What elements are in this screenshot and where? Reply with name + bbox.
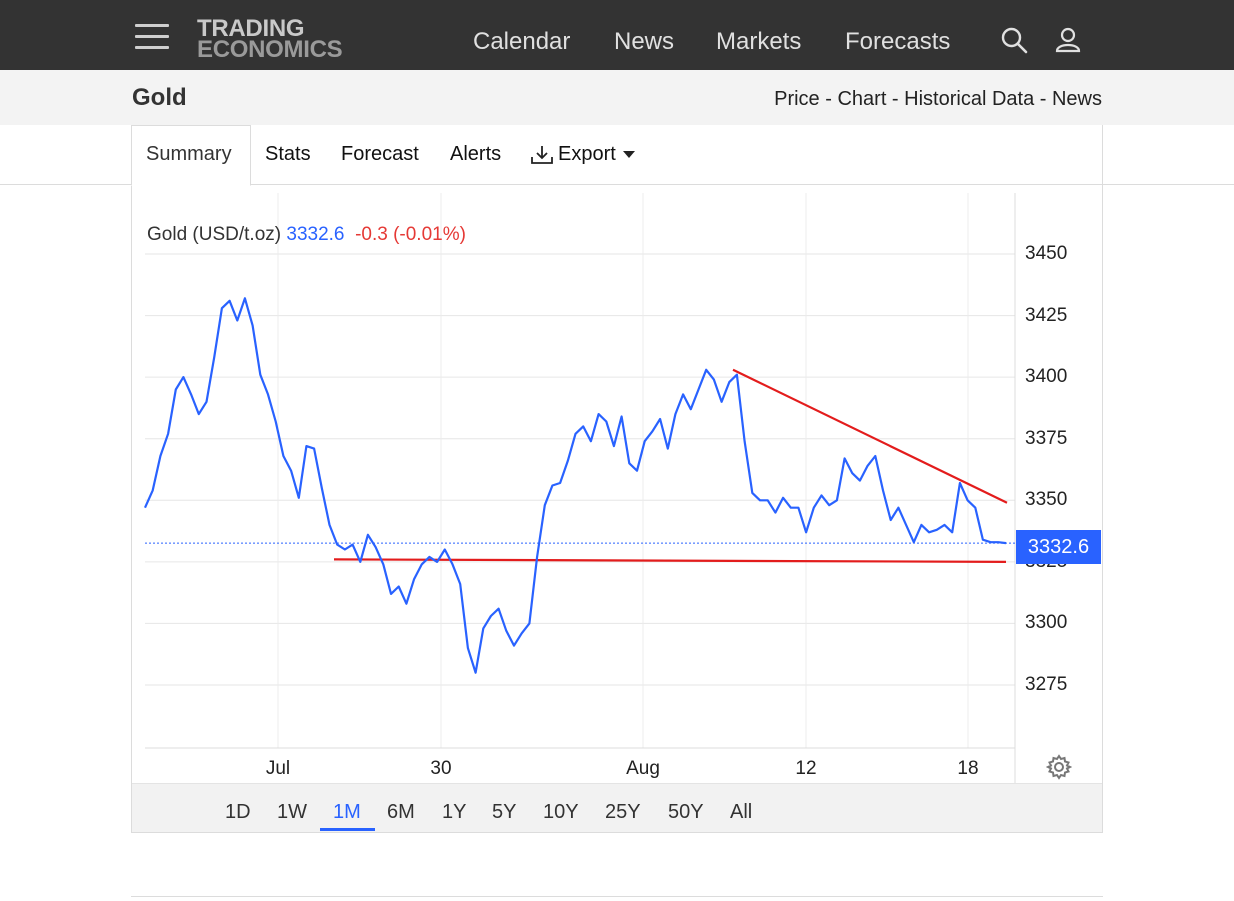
y-tick-label: 3350 — [1025, 489, 1068, 511]
gold-price-series — [143, 297, 1007, 674]
last-price-tag: 3332.6 — [1016, 530, 1101, 564]
next-section-divider — [131, 896, 1103, 897]
instrument-header — [0, 70, 1234, 125]
legend-change: -0.3 (-0.01%) — [355, 224, 466, 245]
tab-stats[interactable]: Stats — [265, 143, 311, 165]
chart-legend: Gold (USD/t.oz) 3332.6 -0.3 (-0.01%) — [147, 224, 466, 246]
page-title: Gold — [132, 84, 187, 111]
legend-series-name: Gold (USD/t.oz) — [147, 224, 282, 245]
legend-price: 3332.6 — [286, 224, 345, 245]
logo-line-1: TRADING — [197, 15, 305, 42]
site-logo[interactable]: TRADING ECONOMICS — [197, 15, 343, 63]
link-separator: - — [886, 88, 905, 110]
range-10y[interactable]: 10Y — [543, 801, 579, 823]
y-tick-label: 3275 — [1025, 674, 1068, 695]
section-links: Price - Chart - Historical Data - News — [774, 88, 1102, 111]
tab-forecast[interactable]: Forecast — [341, 143, 419, 165]
y-tick-label: 3400 — [1025, 366, 1068, 388]
x-tick-label: 18 — [957, 758, 979, 779]
chart-grid — [145, 193, 1016, 783]
y-tick-label: 3300 — [1025, 612, 1068, 634]
range-1y[interactable]: 1Y — [442, 801, 467, 823]
link-historical-data[interactable]: Historical Data — [904, 88, 1035, 110]
user-icon[interactable] — [1054, 26, 1082, 54]
tab-alerts[interactable]: Alerts — [450, 143, 502, 165]
top-navigation-bar — [0, 0, 1234, 70]
link-separator: - — [819, 88, 838, 110]
range-1m[interactable]: 1M — [333, 801, 361, 823]
range-1w[interactable]: 1W — [277, 801, 307, 823]
range-50y[interactable]: 50Y — [668, 801, 704, 823]
x-tick-label: 30 — [430, 758, 452, 779]
link-news[interactable]: News — [1051, 88, 1102, 110]
nav-calendar[interactable]: Calendar — [473, 28, 571, 55]
menu-icon[interactable] — [135, 24, 169, 50]
nav-forecasts[interactable]: Forecasts — [845, 28, 951, 55]
range-selector — [132, 783, 1102, 832]
series-line — [143, 297, 1007, 674]
y-tick-label: 3375 — [1025, 427, 1068, 449]
trendlines — [333, 368, 1008, 563]
nav-news[interactable]: News — [614, 28, 675, 55]
trendline — [732, 368, 1008, 504]
gear-icon[interactable] — [1046, 754, 1072, 780]
chart-card — [131, 125, 1103, 833]
tab-row-divider — [0, 184, 1234, 185]
range-all[interactable]: All — [730, 801, 753, 823]
range-25y[interactable]: 25Y — [605, 801, 641, 823]
x-tick-label: Jul — [265, 758, 291, 779]
link-chart[interactable]: Chart — [837, 88, 887, 110]
nav-markets[interactable]: Markets — [716, 28, 802, 55]
tab-summary-box — [131, 125, 251, 186]
tab-summary[interactable]: Summary — [146, 143, 232, 165]
link-separator: - — [1034, 88, 1052, 110]
x-tick-label: Aug — [626, 758, 660, 779]
range-6m[interactable]: 6M — [387, 801, 415, 823]
logo-line-2: ECONOMICS — [197, 36, 343, 63]
x-tick-label: 12 — [795, 758, 817, 779]
trendline — [333, 558, 1007, 563]
y-tick-label: 3450 — [1025, 243, 1068, 264]
selected-range-indicator — [320, 828, 375, 831]
range-1d[interactable]: 1D — [225, 801, 251, 823]
search-icon[interactable] — [1000, 26, 1028, 54]
download-icon[interactable] — [530, 144, 554, 166]
chevron-down-icon[interactable] — [623, 151, 635, 159]
tab-export[interactable]: Export — [558, 143, 616, 165]
link-price[interactable]: Price — [774, 88, 820, 110]
range-5y[interactable]: 5Y — [492, 801, 517, 823]
y-tick-label: 3425 — [1025, 304, 1068, 326]
